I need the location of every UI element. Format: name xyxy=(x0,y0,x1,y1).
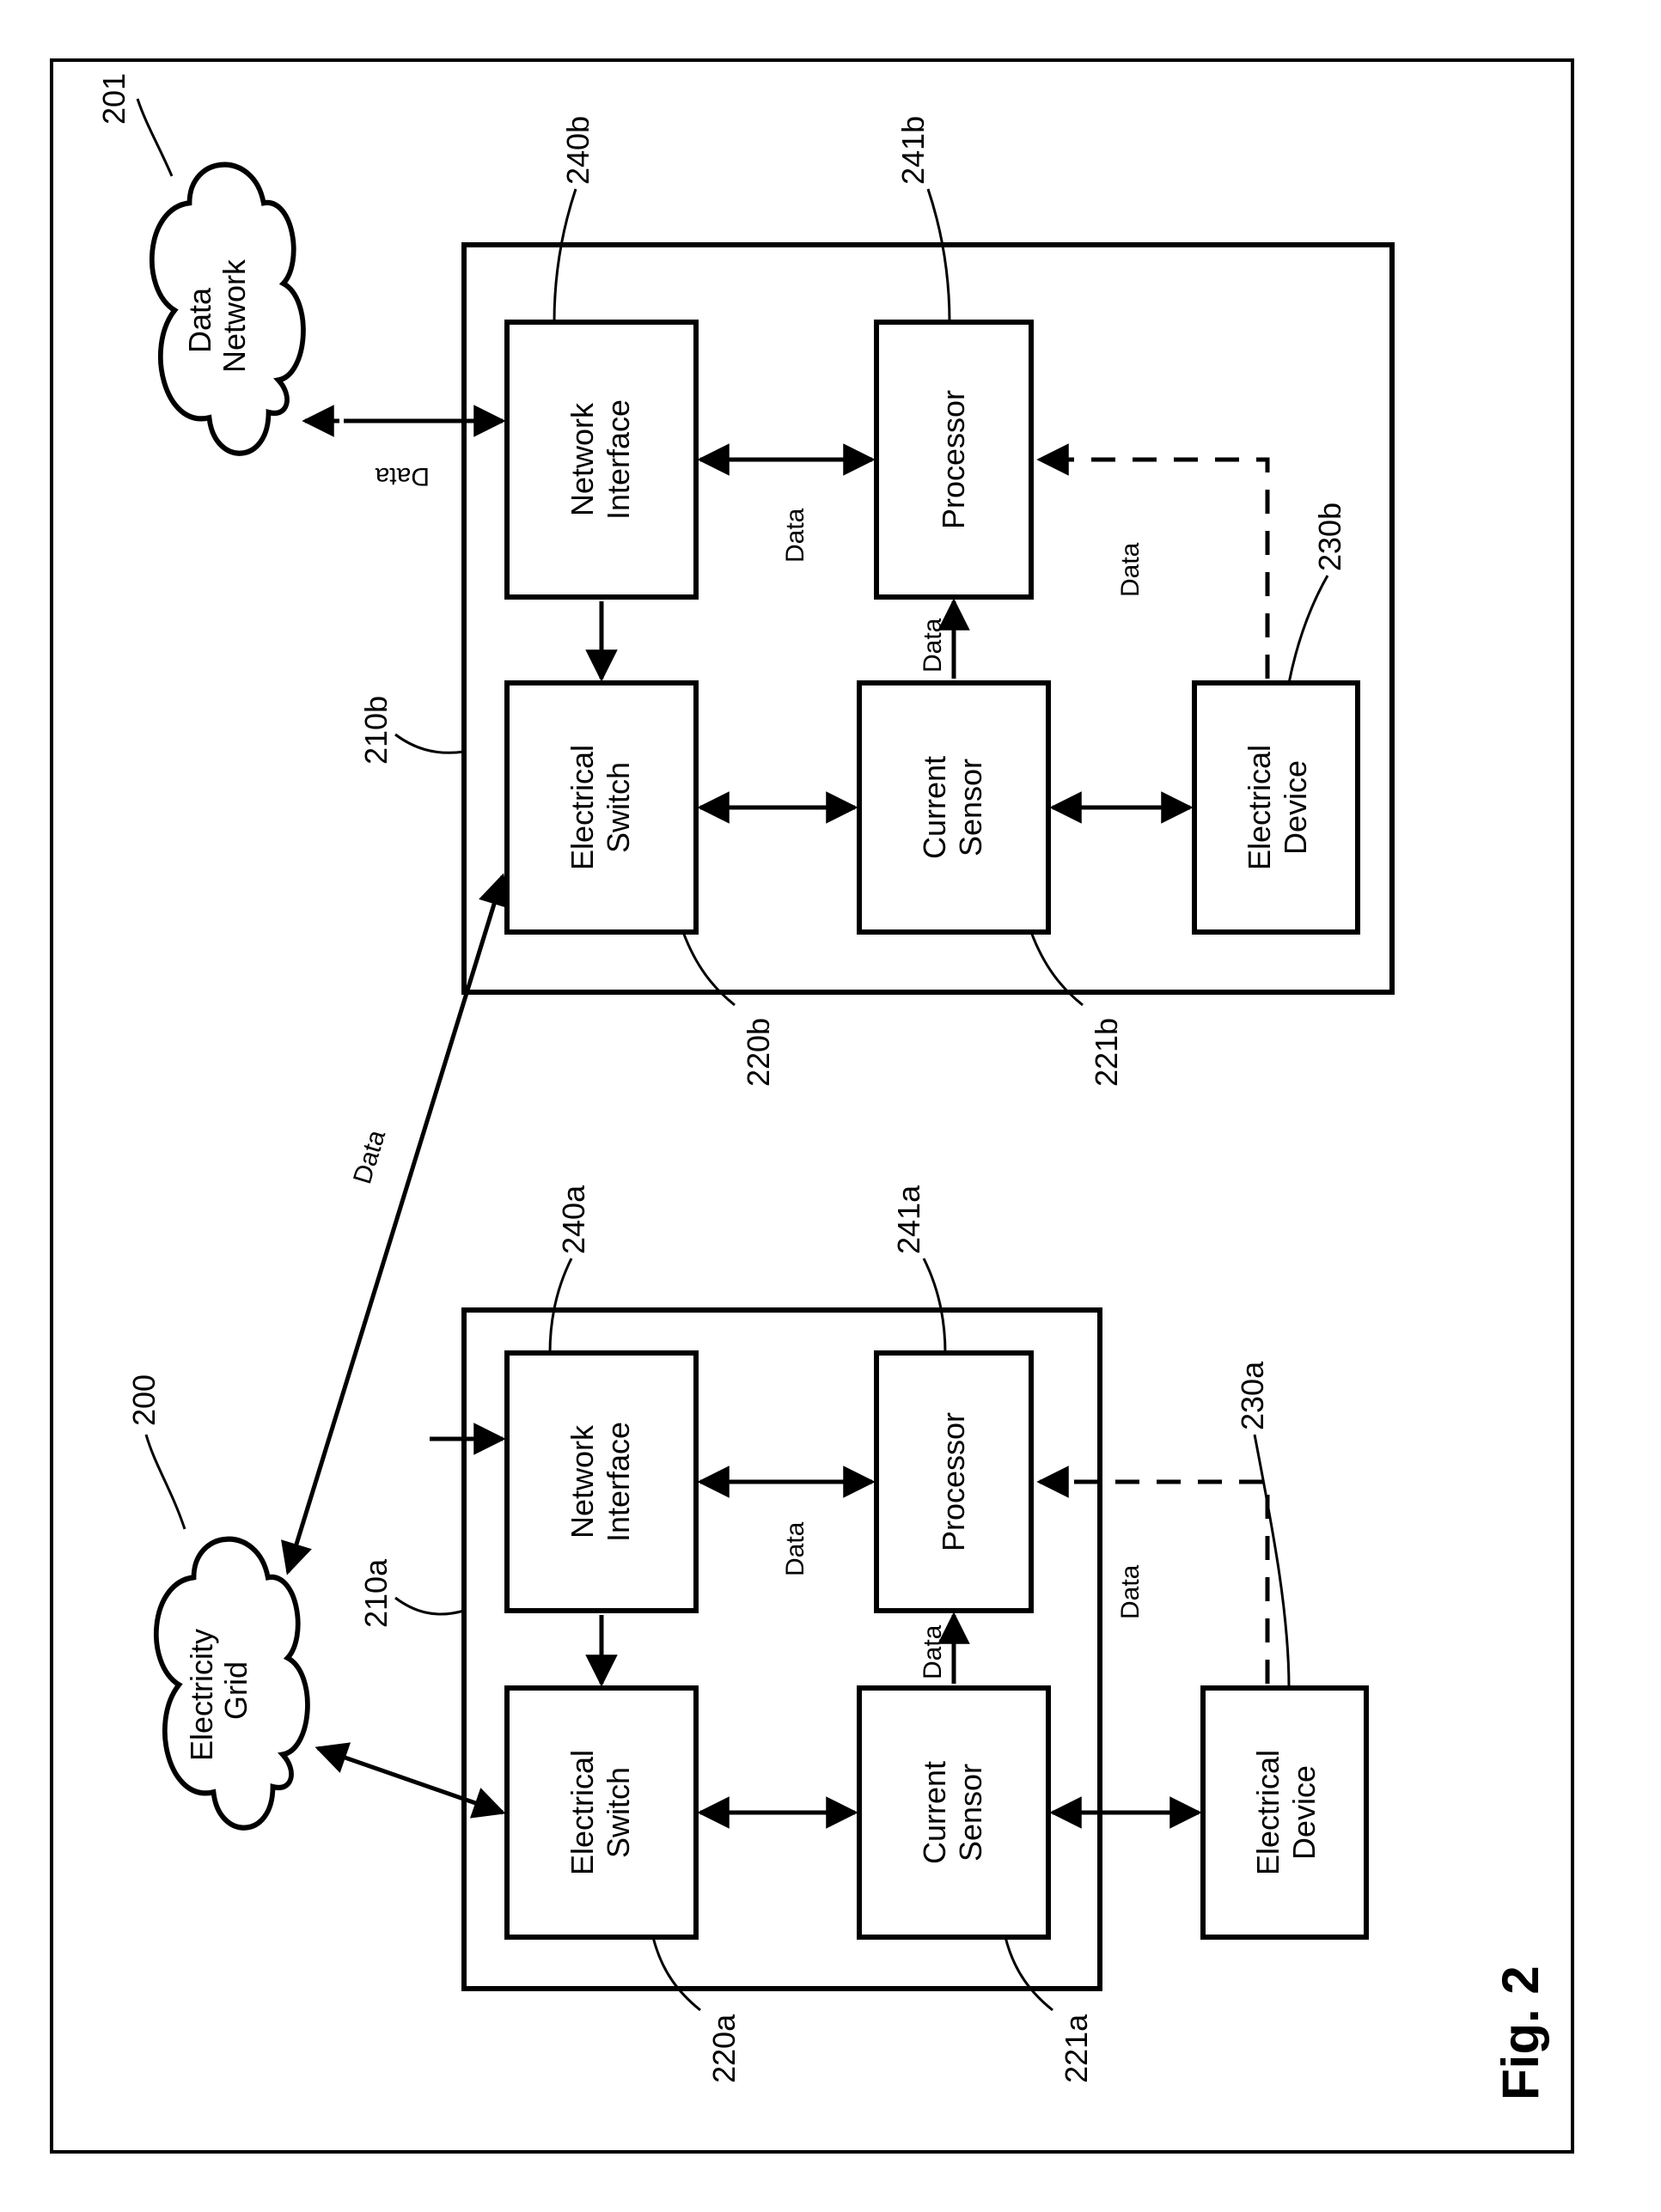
label-current-sensor-b: CurrentSensor xyxy=(917,756,988,859)
module-a: ElectricalSwitch NetworkInterface Curren… xyxy=(464,1310,1100,1989)
edge-label-data-grid-b: Data xyxy=(348,1126,391,1187)
label-processor-b: Processor xyxy=(936,390,971,529)
text-line: Grid xyxy=(218,1661,253,1720)
edge-label-data-devproc-b: Data xyxy=(1116,542,1145,597)
label-network-interface-b: NetworkInterface xyxy=(565,399,636,520)
ref-230a: 230a xyxy=(1235,1361,1270,1430)
ref-210a: 210a xyxy=(358,1558,394,1628)
ref-240a: 240a xyxy=(556,1185,591,1254)
label-electrical-device-a: ElectricalDevice xyxy=(1250,1750,1322,1875)
leader-230a xyxy=(1255,1435,1289,1688)
edge-label-data-niproc-b: Data xyxy=(781,508,809,563)
label-electrical-switch-b: ElectricalSwitch xyxy=(565,745,636,870)
text-line: Electricity xyxy=(184,1629,219,1761)
leader-210a xyxy=(395,1598,464,1614)
ref-230b: 230b xyxy=(1312,503,1347,571)
leader-200 xyxy=(146,1435,185,1529)
figure-2-diagram: Electricity Grid Data Network 200 201 El… xyxy=(0,0,1661,2212)
cloud-data-network-label: Data Network xyxy=(182,259,252,373)
cloud-electricity-grid-label: Electricity Grid xyxy=(184,1620,253,1761)
edge-label-data-csproc-b: Data xyxy=(919,618,947,673)
ref-220b: 220b xyxy=(741,1018,776,1087)
label-network-interface-a: NetworkInterface xyxy=(565,1422,636,1542)
label-electrical-switch-a: ElectricalSwitch xyxy=(565,1750,636,1875)
label-electrical-device-b: ElectricalDevice xyxy=(1242,745,1313,870)
leader-201 xyxy=(137,99,172,176)
ref-201: 201 xyxy=(96,73,131,125)
ref-210b: 210b xyxy=(358,696,394,765)
ref-240b: 240b xyxy=(560,116,595,185)
edge-label-data-net-b: Data xyxy=(375,462,430,491)
edge-label-data-csproc-a: Data xyxy=(919,1624,947,1679)
ref-200: 200 xyxy=(126,1374,162,1426)
ref-221a: 221a xyxy=(1059,2014,1094,2083)
ref-241b: 241b xyxy=(895,116,931,185)
label-processor-a: Processor xyxy=(936,1412,971,1551)
ref-220a: 220a xyxy=(706,2014,742,2083)
edge-label-data-devproc-a: Data xyxy=(1116,1564,1145,1619)
text-line: Data xyxy=(182,287,217,353)
ref-221b: 221b xyxy=(1089,1018,1124,1087)
text-line: Network xyxy=(217,259,252,373)
ref-241a: 241a xyxy=(891,1185,926,1254)
label-current-sensor-a: CurrentSensor xyxy=(917,1761,988,1864)
edge-label-data-niproc-a: Data xyxy=(781,1521,809,1576)
figure-title: Fig. 2 xyxy=(1492,1965,1549,2100)
leader-210b xyxy=(395,734,464,753)
